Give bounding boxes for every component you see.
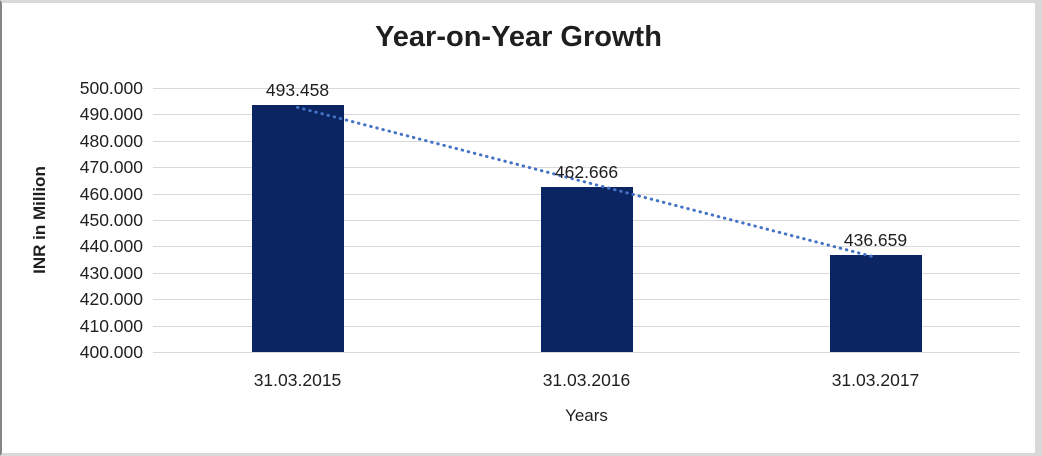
bar [251,105,344,352]
gridline [153,88,1020,89]
x-tick-label: 31.03.2016 [542,370,631,390]
y-tick-label: 450.000 [79,210,143,230]
bar [540,186,633,352]
x-axis-tick-labels: 31.03.2015 31.03.2016 31.03.2017 [153,370,1020,394]
chart-title: Year-on-Year Growth [375,21,662,53]
bar-value-label: 462.666 [554,161,619,182]
y-tick-label: 440.000 [79,236,143,256]
y-tick-label: 490.000 [79,104,143,124]
bar-value-label: 436.659 [843,230,908,251]
gridline [153,114,1020,115]
y-tick-label: 470.000 [79,157,143,177]
x-tick-label: 31.03.2017 [831,370,920,390]
bar [829,255,922,352]
y-tick-label: 400.000 [79,342,143,362]
plot-area: 493.458 462.666 436.659 [153,80,1020,353]
gridline [153,141,1020,142]
gridline [153,167,1020,168]
y-tick-label: 480.000 [79,131,143,151]
y-axis-tick-labels: 400.000 410.000 420.000 430.000 440.000 450.0… [2,78,143,362]
bar-value-label: 493.458 [265,80,330,101]
gridline [153,352,1020,353]
x-axis-title: Years [565,406,608,425]
y-tick-label: 420.000 [79,289,143,309]
y-tick-label: 500.000 [79,78,143,98]
y-tick-label: 410.000 [79,316,143,336]
y-tick-label: 460.000 [79,184,143,204]
x-tick-label: 31.03.2015 [253,370,342,390]
trendline [296,105,877,259]
y-tick-label: 430.000 [79,263,143,283]
